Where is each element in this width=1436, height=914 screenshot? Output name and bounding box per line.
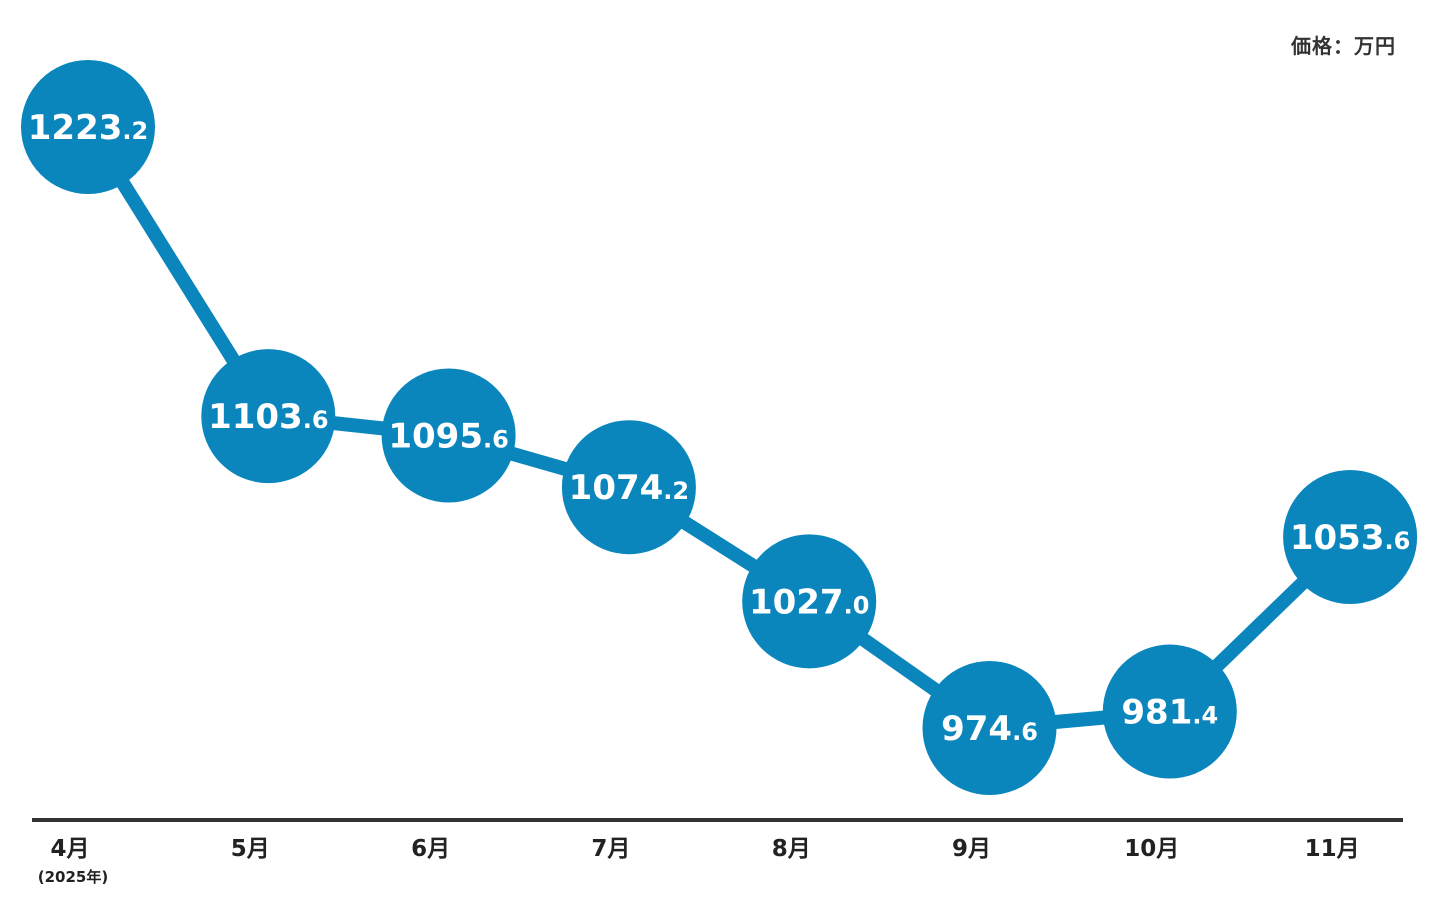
data-label: 1027.0 [749,582,869,622]
data-point-marker [1102,644,1237,779]
data-label: 981.4 [1121,693,1218,733]
data-label: 1095.6 [388,416,508,456]
x-tick-label: 5月 [231,836,270,862]
data-label: 1074.2 [569,468,689,508]
data-label: 1053.6 [1290,518,1410,558]
x-tick-label: 4月 [50,836,89,862]
data-label: 974.6 [941,709,1038,749]
x-tick-sublabel: (2025年) [38,868,108,886]
data-label: 1103.6 [208,397,328,437]
markers-group: 1223.2 1103.6 1095.6 1074.2 1027.0 974.6 981.4… [21,60,1418,795]
x-tick-labels: 4月 (2025年) 5月 6月 7月 8月 9月 10月 11月 [38,836,1360,886]
data-point-marker [21,60,155,194]
data-label: 1223.2 [28,108,148,148]
data-point-marker [201,349,336,484]
x-tick-label: 7月 [591,836,630,862]
data-point-marker [1283,470,1418,605]
x-tick-label: 8月 [772,836,811,862]
x-tick-label: 10月 [1124,836,1179,862]
unit-label: 価格：万円 [1291,34,1396,58]
data-point-marker [742,534,877,669]
data-point-marker [381,368,516,503]
data-point-marker [922,661,1057,795]
x-tick-label: 9月 [952,836,991,862]
x-tick-label: 6月 [411,836,450,862]
x-tick-label: 11月 [1305,836,1360,862]
data-point-marker [561,420,696,555]
